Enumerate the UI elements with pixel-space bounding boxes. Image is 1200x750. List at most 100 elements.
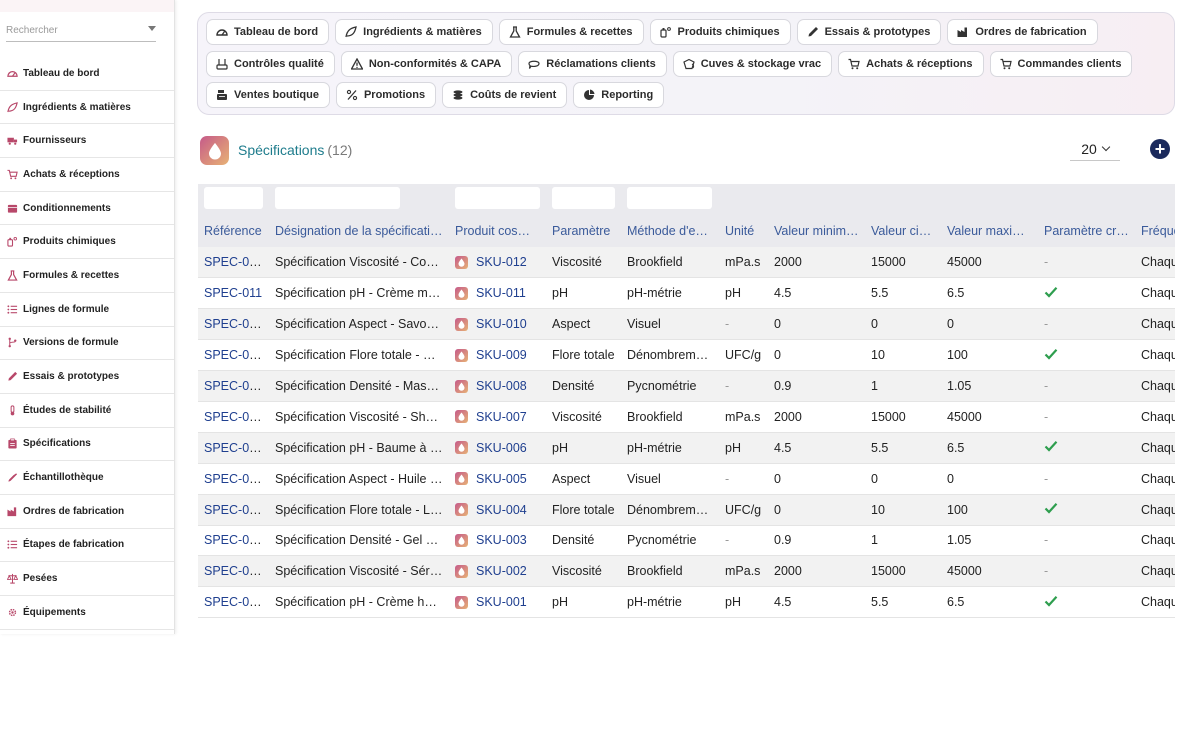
column-header[interactable]: Paramètre cr… [1038, 214, 1135, 247]
product-thumbnail-icon [455, 533, 468, 547]
table-row[interactable]: SPEC-009 Spécification Flore totale - C… S… [198, 339, 1175, 372]
product-link[interactable]: SKU-006 [476, 440, 527, 455]
menu-button-tableau-de-bord[interactable]: Tableau de bord [206, 19, 330, 45]
sidebar-item-achats-receptions[interactable]: Achats & réceptions [0, 158, 174, 192]
check-icon [1044, 595, 1058, 610]
sidebar-item-lignes-de-formule[interactable]: Lignes de formule [0, 293, 174, 327]
sidebar-item-ingredients-matieres[interactable]: Ingrédients & matières [0, 91, 174, 125]
filter-input-reference[interactable] [204, 187, 263, 209]
reference-link[interactable]: SPEC-008 [204, 379, 264, 393]
reference-link[interactable]: SPEC-004 [204, 502, 264, 517]
sidebar-item-formules-recettes[interactable]: Formules & recettes [0, 259, 174, 293]
column-header[interactable]: Fréquence [1135, 214, 1175, 247]
column-header[interactable]: Valeur maxi… [941, 214, 1038, 247]
cell-product: SKU-008 [449, 370, 546, 402]
table-row[interactable]: SPEC-008 Spécification Densité - Mas… SKU-… [198, 370, 1175, 402]
reference-link[interactable]: SPEC-007 [204, 409, 264, 424]
menu-button-label: Essais & prototypes [824, 26, 931, 38]
reference-link[interactable]: SPEC-005 [204, 471, 264, 486]
menu-button-produits-chimiques[interactable]: Produits chimiques [649, 19, 791, 45]
table-row[interactable]: SPEC-011 Spécification pH - Crème m… SKU-0… [198, 277, 1175, 310]
product-link[interactable]: SKU-008 [476, 379, 527, 393]
cell-max-value: 1.05 [941, 370, 1038, 402]
sidebar-item-etudes-de-stabilite[interactable]: Études de stabilité [0, 394, 174, 428]
sidebar-item-etapes-de-fabrication[interactable]: Étapes de fabrication [0, 529, 174, 563]
product-link[interactable]: SKU-002 [476, 564, 527, 579]
menu-button-ingredients-matieres[interactable]: Ingrédients & matières [335, 19, 493, 45]
menu-button-reporting[interactable]: Reporting [573, 82, 665, 108]
table-row[interactable]: SPEC-010 Spécification Aspect - Savo… SKU-… [198, 308, 1175, 341]
menu-button-controles-qualite[interactable]: Contrôles qualité [206, 51, 335, 77]
reference-link[interactable]: SPEC-010 [204, 317, 264, 332]
reference-link[interactable]: SPEC-001 [204, 595, 264, 610]
product-link[interactable]: SKU-001 [476, 595, 527, 610]
sidebar-item-produits-chimiques[interactable]: Produits chimiques [0, 225, 174, 260]
product-link[interactable]: SKU-003 [476, 533, 527, 548]
menu-button-essais-prototypes[interactable]: Essais & prototypes [796, 19, 942, 45]
sidebar-item-equipements[interactable]: Équipements [0, 596, 174, 630]
column-header[interactable]: Valeur cible [865, 214, 941, 247]
sidebar-item-tableau-de-bord[interactable]: Tableau de bord [0, 57, 174, 91]
page-size-select[interactable]: 20 [1070, 137, 1120, 161]
reference-link[interactable]: SPEC-011 [204, 286, 263, 301]
table-row[interactable]: SPEC-003 Spécification Densité - Gel … SKU… [198, 525, 1175, 557]
sidebar-item-ordres-de-fabrication[interactable]: Ordres de fabrication [0, 495, 174, 529]
reference-link[interactable]: SPEC-009 [204, 348, 264, 363]
table-row[interactable]: SPEC-012 Spécification Viscosité - Co… SKU… [198, 247, 1175, 279]
menu-button-ventes-boutique[interactable]: Ventes boutique [206, 82, 330, 108]
menu-button-non-conformites-capa[interactable]: Non-conformités & CAPA [340, 51, 513, 77]
sidebar-item-echantillotheque[interactable]: Échantillothèque [0, 461, 174, 495]
reference-link[interactable]: SPEC-012 [204, 255, 264, 270]
product-link[interactable]: SKU-007 [476, 409, 527, 424]
menu-button-formules-recettes[interactable]: Formules & recettes [498, 19, 644, 45]
column-header[interactable]: Unité [719, 214, 768, 247]
table-row[interactable]: SPEC-005 Spécification Aspect - Huile … SK… [198, 463, 1175, 495]
product-link[interactable]: SKU-009 [476, 348, 527, 363]
table-row[interactable]: SPEC-004 Spécification Flore totale - L… S… [198, 494, 1175, 526]
table-row[interactable]: SPEC-006 Spécification pH - Baume à … SKU-… [198, 432, 1175, 464]
sidebar-item-conditionnements[interactable]: Conditionnements [0, 192, 174, 226]
column-header[interactable]: Produit cos… [449, 214, 546, 247]
sidebar-item-label: Tableau de bord [23, 67, 100, 79]
filter-input-parameter[interactable] [552, 187, 615, 209]
reference-link[interactable]: SPEC-006 [204, 440, 264, 455]
table-row[interactable]: SPEC-001 Spécification pH - Crème hy… SKU-… [198, 586, 1175, 618]
product-link[interactable]: SKU-005 [476, 471, 527, 486]
column-header[interactable]: Désignation de la spécification [269, 214, 449, 247]
menu-button-commandes-clients[interactable]: Commandes clients [989, 51, 1133, 77]
sidebar-item-label: Lignes de formule [23, 303, 110, 315]
table-row[interactable]: SPEC-007 Spécification Viscosité - Sh… SKU… [198, 401, 1175, 433]
cell-parameter: Viscosité [546, 401, 621, 433]
product-link[interactable]: SKU-010 [476, 317, 527, 332]
menu-button-promotions[interactable]: Promotions [335, 82, 437, 108]
sidebar-top-strip [0, 0, 174, 12]
filter-input-method[interactable] [627, 187, 712, 209]
product-link[interactable]: SKU-012 [476, 255, 527, 270]
product-link[interactable]: SKU-011 [476, 286, 526, 301]
menu-button-ordres-de-fabrication[interactable]: Ordres de fabrication [947, 19, 1098, 45]
column-header[interactable]: Valeur minim… [768, 214, 865, 247]
sidebar-item-fournisseurs[interactable]: Fournisseurs [0, 124, 174, 159]
sidebar-item-versions-de-formule[interactable]: Versions de formule [0, 327, 174, 361]
column-header[interactable]: Méthode d'e… [621, 214, 719, 247]
sidebar-item-specifications[interactable]: Spécifications [0, 428, 174, 462]
column-header[interactable]: Paramètre [546, 214, 621, 247]
menu-button-achats-receptions[interactable]: Achats & réceptions [838, 51, 984, 77]
menu-button-couts-de-revient[interactable]: Coûts de revient [442, 82, 568, 108]
filter-input-designation[interactable] [275, 187, 400, 209]
menu-button-reclamations-clients[interactable]: Réclamations clients [518, 51, 667, 77]
column-header[interactable]: Référence [198, 214, 269, 247]
menu-button-cuves-stockage-vrac[interactable]: Cuves & stockage vrac [672, 51, 833, 77]
reference-link[interactable]: SPEC-002 [204, 564, 264, 579]
filter-input-product[interactable] [455, 187, 540, 209]
reference-link[interactable]: SPEC-003 [204, 533, 264, 548]
chevron-down-icon[interactable] [148, 26, 156, 31]
table-row[interactable]: SPEC-002 Spécification Viscosité - Sér… SK… [198, 555, 1175, 588]
sidebar-item-pesees[interactable]: Pesées [0, 562, 174, 596]
product-link[interactable]: SKU-004 [476, 502, 527, 517]
add-record-button[interactable]: + [1150, 139, 1170, 159]
sidebar-search[interactable] [6, 20, 156, 42]
cell-unit: pH [719, 277, 768, 310]
search-input[interactable] [6, 20, 156, 41]
sidebar-item-essais-prototypes[interactable]: Essais & prototypes [0, 360, 174, 394]
